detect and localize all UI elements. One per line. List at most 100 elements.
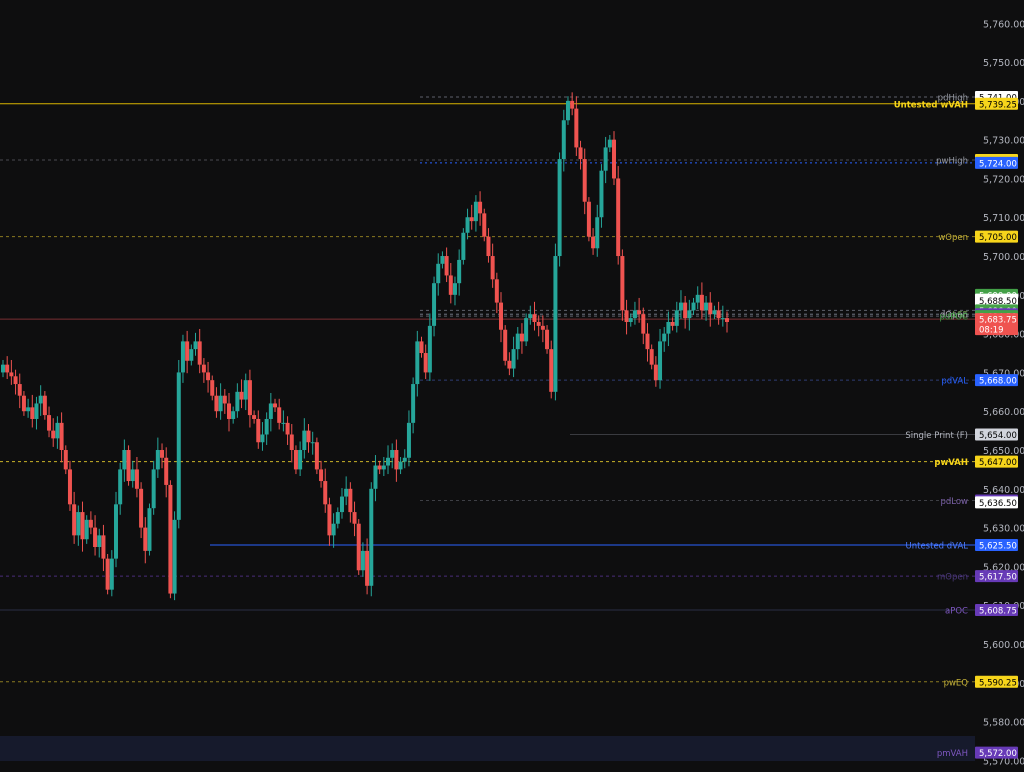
candle-body xyxy=(273,403,278,408)
candle xyxy=(293,445,298,475)
candle xyxy=(528,305,533,325)
price-box: 5,724.00 xyxy=(975,156,1018,169)
y-tick-label: 5,600.00 xyxy=(983,640,1024,651)
candle xyxy=(5,356,10,380)
price-box-bg xyxy=(975,746,1018,759)
candle-body xyxy=(13,376,18,385)
candle xyxy=(139,482,144,539)
candle-body xyxy=(118,469,123,505)
candle xyxy=(118,462,123,515)
candle xyxy=(80,501,85,552)
candle-body xyxy=(716,310,721,319)
candle xyxy=(130,460,135,488)
y-tick-label: 5,580.00 xyxy=(983,718,1024,729)
candle-body xyxy=(72,504,77,536)
candle-body xyxy=(649,349,654,365)
price-box-label: 5,668.00 xyxy=(979,377,1017,387)
candle xyxy=(222,389,227,414)
price-box-bg xyxy=(975,374,1018,387)
level-label: mOpen xyxy=(937,573,968,583)
candle-body xyxy=(302,430,307,451)
candle xyxy=(540,315,545,343)
price-box-bg xyxy=(975,97,1018,110)
candle xyxy=(285,416,290,445)
candle xyxy=(277,398,282,430)
candle-body xyxy=(139,488,144,528)
candle-body xyxy=(231,411,236,419)
candle xyxy=(176,360,181,529)
candle xyxy=(524,313,529,347)
price-box-bg xyxy=(975,313,1018,326)
candle-body xyxy=(80,512,85,540)
candle-body xyxy=(256,418,261,443)
candle-body xyxy=(662,333,667,342)
price-box-bg xyxy=(975,428,1018,441)
price-box-label: 5,636.50 xyxy=(979,499,1017,509)
candle-body xyxy=(84,519,89,540)
level-label: Untested wVAH xyxy=(894,100,968,110)
candle xyxy=(725,311,729,333)
y-tick-label: 5,700.00 xyxy=(983,252,1024,263)
candle xyxy=(260,422,265,451)
candle xyxy=(444,247,449,283)
candle xyxy=(637,297,642,323)
candle-body xyxy=(549,349,554,392)
candle xyxy=(628,313,633,327)
y-tick-label: 5,640.00 xyxy=(983,485,1024,496)
candle xyxy=(591,228,596,255)
candle-body xyxy=(486,236,491,257)
level-label: pmVAH xyxy=(937,749,968,759)
candle xyxy=(436,253,441,296)
candle xyxy=(218,383,223,420)
candle-body xyxy=(17,384,22,396)
candle xyxy=(653,356,658,387)
candle xyxy=(335,507,340,529)
candle xyxy=(536,315,541,337)
candle-body xyxy=(239,391,244,400)
candle-body xyxy=(432,283,437,326)
candle-body xyxy=(599,170,604,218)
candle xyxy=(109,550,114,597)
candle-body xyxy=(645,333,650,350)
price-box-label: 5,654.00 xyxy=(979,431,1017,441)
price-box-label: 5,739.25 xyxy=(979,100,1017,110)
price-box-label: 5,647.00 xyxy=(979,458,1017,468)
candle-body xyxy=(574,108,579,148)
candle xyxy=(645,323,650,362)
candle xyxy=(469,204,474,230)
candle xyxy=(457,249,462,296)
candle xyxy=(574,96,579,156)
candle-body xyxy=(314,442,319,470)
price-box-label: 5,617.50 xyxy=(979,573,1017,583)
candle-body xyxy=(553,256,558,392)
candle-body xyxy=(478,201,483,214)
candle xyxy=(386,445,391,475)
level-label: pdLow xyxy=(940,497,968,507)
candle-body xyxy=(377,465,382,470)
candle-body xyxy=(595,217,600,249)
candle xyxy=(641,307,646,345)
candle xyxy=(226,392,231,432)
candle-body xyxy=(30,407,35,419)
candle-body xyxy=(222,395,227,404)
candle xyxy=(662,327,667,352)
price-box: 5,608.75 xyxy=(975,604,1018,617)
candle xyxy=(557,152,562,267)
candle-body xyxy=(386,457,391,466)
candle-body xyxy=(369,488,374,586)
candle-body xyxy=(268,403,273,419)
candle xyxy=(9,360,14,385)
candle xyxy=(545,325,550,354)
y-tick-label: 5,710.00 xyxy=(983,213,1024,224)
candle-body xyxy=(708,302,713,315)
candle-body xyxy=(38,395,43,404)
candle-body xyxy=(147,508,152,551)
candle-body xyxy=(440,256,445,264)
y-tick-label: 5,620.00 xyxy=(983,562,1024,573)
candle-body xyxy=(603,147,608,171)
candle xyxy=(67,460,72,511)
candle-body xyxy=(457,259,462,284)
candle-body xyxy=(113,504,118,559)
candle-body xyxy=(21,395,26,412)
